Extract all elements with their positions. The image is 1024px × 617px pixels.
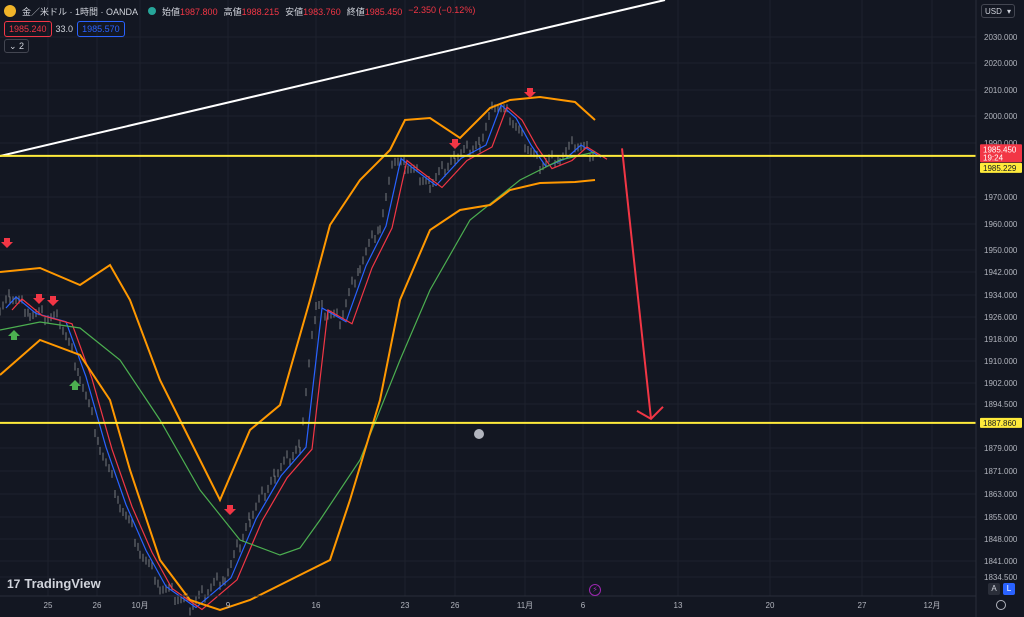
y-tick-label: 2000.000 (984, 112, 1018, 121)
chart-series (0, 95, 608, 616)
y-tick-label: 2010.000 (984, 86, 1018, 95)
y-tick-label: 1942.000 (984, 268, 1018, 277)
ohlc-change: −2.350 (−0.12%) (408, 4, 476, 15)
sell-signal-icon (224, 505, 236, 515)
gear-icon[interactable] (996, 600, 1006, 610)
x-tick-label: 25 (44, 601, 53, 610)
tradingview-logo: 17 TradingView (7, 576, 101, 591)
ohlc-close: 終値1985.450 (346, 6, 403, 17)
price-label-value: 1887.860 (983, 419, 1017, 428)
ma-long-line (0, 151, 596, 556)
y-tick-label: 2030.000 (984, 33, 1018, 42)
ohlc-values: 始値1987.800 高値1988.215 安値1983.760 終値1985.… (162, 5, 475, 18)
projection-arrowhead (636, 406, 664, 421)
ma-red-line (11, 105, 608, 611)
y-tick-label: 1960.000 (984, 220, 1018, 229)
gold-coin-icon (4, 5, 16, 17)
price-axis-bg (976, 0, 1024, 617)
ma-blue-line (5, 103, 602, 609)
order-panel: 1985.240 33.0 1985.570 (4, 21, 125, 37)
x-tick-label: 27 (858, 601, 867, 610)
price-label-value: 1985.229 (983, 164, 1017, 173)
spread-value: 33.0 (55, 24, 74, 34)
price-label-value: 1985.450 (983, 145, 1017, 154)
trendline (0, 0, 666, 157)
x-tick-label: 26 (93, 601, 102, 610)
y-tick-label: 1863.000 (984, 490, 1018, 499)
x-tick-label: 11月 (517, 601, 533, 610)
x-tick-label: 13 (674, 601, 683, 610)
y-tick-label: 1970.000 (984, 193, 1018, 202)
chevron-down-icon: ▾ (1006, 6, 1011, 16)
auto-scale-button[interactable]: A (988, 583, 1000, 595)
x-tick-label: 9 (226, 601, 231, 610)
projection-arrow (621, 148, 652, 419)
buy-signal-icon (69, 380, 81, 390)
price-label-bg (980, 144, 1022, 163)
y-tick-label: 1855.000 (984, 513, 1018, 522)
indicators-toggle[interactable]: ⌄ 2 (4, 39, 30, 53)
symbol-title[interactable]: 金／米ドル · 1時間 · OANDA (22, 6, 139, 17)
y-tick-label: 1926.000 (984, 313, 1018, 322)
ohlc-low: 安値1983.760 (285, 6, 341, 17)
currency-select[interactable]: USD ▾ (981, 4, 1015, 18)
y-tick-label: 1918.000 (984, 335, 1018, 344)
y-tick-label: 1950.000 (984, 246, 1018, 255)
market-status-icon (148, 7, 157, 15)
price-label-countdown: 19:24 (983, 153, 1004, 162)
x-tick-label: 10月 (132, 601, 149, 610)
y-tick-label: 1848.000 (984, 535, 1018, 544)
sell-signal-icon (1, 238, 13, 248)
y-tick-label: 1934.000 (984, 291, 1018, 300)
y-tick-label: 1834.500 (984, 573, 1018, 582)
bollinger-upper (0, 95, 596, 503)
x-tick-label: 26 (451, 601, 460, 610)
chart-grid (0, 0, 976, 596)
y-tick-label: 2020.000 (984, 59, 1018, 68)
chart-header: 金／米ドル · 1時間 · OANDA 始値1987.800 高値1988.21… (4, 3, 475, 19)
sell-signal-icon (449, 139, 461, 149)
x-tick-label: 23 (401, 601, 410, 610)
sell-signal-icon (33, 294, 45, 304)
x-tick-label: 12月 (924, 601, 941, 610)
y-tick-label: 1871.000 (984, 467, 1018, 476)
price-label-bg (980, 417, 1022, 428)
x-tick-label: 16 (312, 601, 321, 610)
tradingview-logo-icon: 17 (7, 576, 21, 591)
ohlc-open: 始値1987.800 (162, 6, 218, 17)
alarm-clock-icon[interactable] (474, 429, 484, 439)
y-tick-label: 1879.000 (984, 444, 1018, 453)
buy-signal-icon (8, 330, 20, 340)
price-label-bg (980, 162, 1022, 173)
x-tick-label: 20 (766, 601, 775, 610)
chart-overlays (0, 0, 976, 515)
y-tick-label: 1894.500 (984, 400, 1018, 409)
ohlc-high: 高値1988.215 (223, 6, 280, 17)
y-tick-label: 1902.000 (984, 379, 1018, 388)
bollinger-lower (0, 179, 596, 612)
sell-signal-icon (524, 88, 536, 98)
sell-button[interactable]: 1985.240 (4, 21, 52, 37)
log-scale-button[interactable]: L (1003, 583, 1015, 595)
y-tick-label: 1990.000 (984, 139, 1018, 148)
buy-button[interactable]: 1985.570 (77, 21, 125, 37)
lightning-icon[interactable]: ⚡ (589, 584, 601, 596)
x-tick-label: 6 (581, 601, 586, 610)
y-tick-label: 1841.000 (984, 557, 1018, 566)
sell-signal-icon (47, 296, 59, 306)
y-tick-label: 1910.000 (984, 357, 1018, 366)
